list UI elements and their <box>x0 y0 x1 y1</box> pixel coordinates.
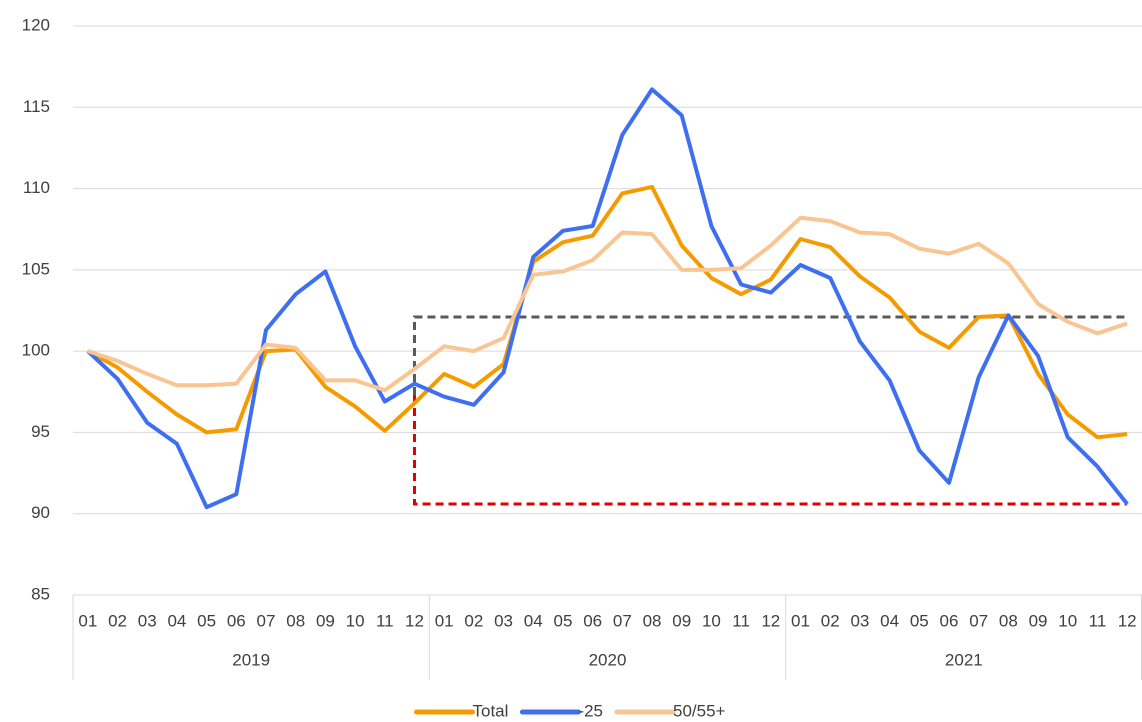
x-tick-label: 10 <box>346 611 365 630</box>
y-tick-label: 110 <box>23 178 50 197</box>
x-tick-label: 07 <box>257 611 276 630</box>
x-tick-label: 12 <box>405 611 424 630</box>
x-tick-label: 09 <box>672 611 691 630</box>
x-tick-label: 08 <box>286 611 305 630</box>
y-tick-label: 95 <box>31 422 50 441</box>
y-tick-label: 100 <box>22 341 50 360</box>
y-tick-label: 115 <box>23 97 50 116</box>
x-tick-label: 12 <box>1118 611 1137 630</box>
legend-label: 50/55+ <box>673 701 726 720</box>
y-tick-label: 85 <box>31 584 50 603</box>
x-tick-label: 09 <box>316 611 335 630</box>
x-tick-label: 05 <box>197 611 216 630</box>
x-tick-label: 02 <box>464 611 483 630</box>
x-tick-label: 06 <box>227 611 246 630</box>
reference-line <box>412 395 1128 506</box>
x-tick-label: 11 <box>732 611 750 630</box>
x-tick-label: 02 <box>108 611 127 630</box>
x-tick-label: 05 <box>553 611 572 630</box>
x-tick-label: 11 <box>376 611 394 630</box>
x-tick-label: 01 <box>791 611 810 630</box>
y-tick-label: 120 <box>22 15 50 34</box>
x-tick-label: 01 <box>78 611 97 630</box>
x-tick-label: 08 <box>643 611 662 630</box>
group-label: 2019 <box>232 650 270 669</box>
x-tick-label: 07 <box>969 611 988 630</box>
x-tick-label: 04 <box>880 611 899 630</box>
x-tick-label: 04 <box>524 611 543 630</box>
x-tick-label: 03 <box>138 611 157 630</box>
series-line <box>87 215 1128 393</box>
x-tick-label: 06 <box>940 611 959 630</box>
x-tick-label: 09 <box>1029 611 1048 630</box>
x-tick-label: 12 <box>761 611 780 630</box>
x-tick-label: 07 <box>613 611 632 630</box>
legend-label: -25 <box>578 701 603 720</box>
series-line <box>86 87 1129 510</box>
legend: Total -25 50/55+ <box>414 701 726 720</box>
x-tick-label: 01 <box>435 611 454 630</box>
x-tick-label: 02 <box>821 611 840 630</box>
legend-label: Total <box>473 701 509 720</box>
y-tick-label: 105 <box>22 259 50 278</box>
x-tick-label: 04 <box>167 611 186 630</box>
x-tick-label: 10 <box>702 611 721 630</box>
y-tick-label: 90 <box>31 503 50 522</box>
x-tick-label: 05 <box>910 611 929 630</box>
x-tick-label: 10 <box>1058 611 1077 630</box>
x-tick-label: 03 <box>494 611 513 630</box>
group-label: 2021 <box>945 650 983 669</box>
x-tick-label: 11 <box>1089 611 1107 630</box>
group-label: 2020 <box>589 650 627 669</box>
x-tick-label: 03 <box>850 611 869 630</box>
x-tick-label: 08 <box>999 611 1018 630</box>
x-tick-label: 06 <box>583 611 602 630</box>
